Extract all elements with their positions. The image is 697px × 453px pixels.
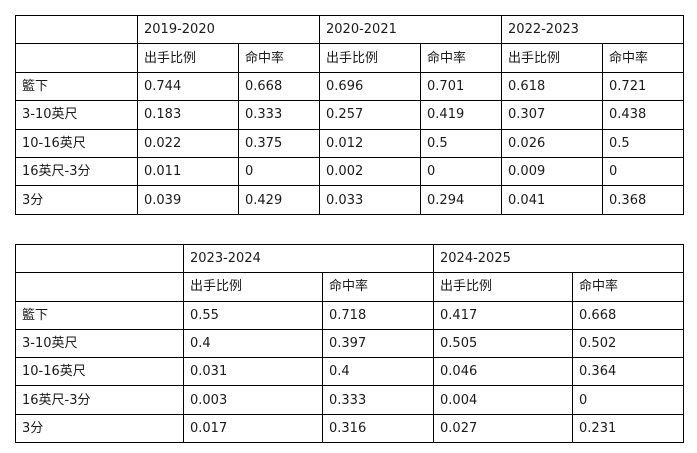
table-cell: 0 [420, 156, 503, 187]
table-cell: 0.039 [137, 185, 239, 215]
table-row: 籃下 0.55 0.718 0.417 0.668 [15, 300, 685, 330]
table-row: 3-10英尺 0.4 0.397 0.505 0.502 [15, 328, 685, 359]
column-header: 出手比例 [433, 272, 574, 302]
table-cell: 0 [572, 385, 685, 415]
season-header: 2019-2020 [136, 14, 321, 45]
row-label: 16英尺-3分 [15, 156, 138, 187]
table-cell: 0.668 [572, 300, 685, 330]
table-cell: 0.5 [602, 128, 685, 158]
row-label: 籃下 [15, 71, 138, 102]
table-cell: 0.231 [572, 413, 685, 444]
table-cell: 0.744 [137, 71, 239, 102]
row-label: 3分 [15, 413, 184, 444]
table-cell: 0.438 [602, 100, 685, 130]
table-cell: 0.696 [319, 71, 422, 102]
table-cell: 0 [602, 156, 685, 187]
table-row: 籃下 0.744 0.668 0.696 0.701 0.618 0.721 [15, 71, 685, 102]
table-cell: 0.55 [183, 300, 323, 330]
table-cell: 0.721 [602, 71, 685, 102]
column-header: 出手比例 [183, 272, 323, 302]
column-header: 出手比例 [319, 43, 422, 73]
table-row: 10-16英尺 0.022 0.375 0.012 0.5 0.026 0.5 [15, 128, 685, 158]
table-cell: 0.618 [501, 71, 604, 102]
corner-cell [15, 243, 184, 274]
table-cell: 0.022 [137, 128, 239, 158]
table-cell: 0.002 [319, 156, 422, 187]
table-row: 3分 0.039 0.429 0.033 0.294 0.041 0.368 [15, 185, 685, 215]
corner-cell [15, 14, 138, 45]
table-cell: 0.419 [420, 100, 503, 130]
season-header: 2022-2023 [501, 14, 685, 45]
table-cell: 0.5 [420, 128, 503, 158]
row-label: 籃下 [15, 300, 184, 330]
table-cell: 0.364 [572, 357, 685, 387]
table-header-row: 2019-2020 2020-2021 2022-2023 [15, 14, 685, 45]
table-cell: 0.046 [433, 357, 574, 387]
table-cell: 0.009 [501, 156, 604, 187]
table-cell: 0.031 [183, 357, 323, 387]
table-cell: 0.4 [321, 357, 435, 387]
table-cell: 0.718 [321, 300, 435, 330]
table-cell: 0.502 [572, 328, 685, 359]
table-cell: 0.294 [420, 185, 503, 215]
corner-cell [15, 272, 184, 302]
table-cell: 0.375 [237, 128, 321, 158]
table-cell: 0.033 [319, 185, 422, 215]
row-label: 16英尺-3分 [15, 385, 184, 415]
table-cell: 0.333 [321, 385, 435, 415]
column-header: 命中率 [420, 43, 503, 73]
column-header: 出手比例 [137, 43, 239, 73]
table-cell: 0.668 [237, 71, 321, 102]
table-cell: 0.004 [433, 385, 574, 415]
table-header-row: 2023-2024 2024-2025 [15, 243, 685, 274]
row-label: 3-10英尺 [15, 100, 138, 130]
table-cell: 0.017 [183, 413, 323, 444]
table-row: 3分 0.017 0.316 0.027 0.231 [15, 413, 685, 444]
table-cell: 0.183 [137, 100, 239, 130]
column-header: 命中率 [237, 43, 321, 73]
season-header: 2024-2025 [433, 243, 685, 274]
table-cell: 0.701 [420, 71, 503, 102]
table-cell: 0 [237, 156, 321, 187]
table-cell: 0.027 [433, 413, 574, 444]
season-header: 2023-2024 [182, 243, 435, 274]
table-cell: 0.4 [183, 328, 323, 359]
column-header: 出手比例 [501, 43, 604, 73]
row-label: 10-16英尺 [15, 128, 138, 158]
row-label: 3-10英尺 [15, 328, 184, 359]
table-cell: 0.257 [319, 100, 422, 130]
table-cell: 0.003 [183, 385, 323, 415]
column-header: 命中率 [321, 272, 435, 302]
table-cell: 0.307 [501, 100, 604, 130]
table-cell: 0.368 [602, 185, 685, 215]
table-cell: 0.316 [321, 413, 435, 444]
table-cell: 0.397 [321, 328, 435, 359]
row-label: 10-16英尺 [15, 357, 184, 387]
column-header: 命中率 [602, 43, 685, 73]
table-cell: 0.041 [501, 185, 604, 215]
table-row: 16英尺-3分 0.003 0.333 0.004 0 [15, 385, 685, 415]
column-header: 命中率 [572, 272, 685, 302]
table-subheader-row: 出手比例 命中率 出手比例 命中率 [15, 272, 685, 302]
table-row: 10-16英尺 0.031 0.4 0.046 0.364 [15, 357, 685, 387]
table-cell: 0.417 [433, 300, 574, 330]
corner-cell [15, 43, 138, 73]
table-cell: 0.011 [137, 156, 239, 187]
row-label: 3分 [15, 185, 138, 215]
table-row: 3-10英尺 0.183 0.333 0.257 0.419 0.307 0.4… [15, 100, 685, 130]
table-cell: 0.012 [319, 128, 422, 158]
season-header: 2020-2021 [319, 14, 503, 45]
table-cell: 0.026 [501, 128, 604, 158]
table-cell: 0.505 [433, 328, 574, 359]
table-subheader-row: 出手比例 命中率 出手比例 命中率 出手比例 命中率 [15, 43, 685, 73]
table-cell: 0.333 [237, 100, 321, 130]
table-cell: 0.429 [237, 185, 321, 215]
shooting-table-2019-2023: 2019-2020 2020-2021 2022-2023 出手比例 命中率 出… [15, 14, 685, 215]
table-row: 16英尺-3分 0.011 0 0.002 0 0.009 0 [15, 156, 685, 187]
shooting-table-2023-2025: 2023-2024 2024-2025 出手比例 命中率 出手比例 命中率 籃下… [15, 243, 685, 444]
